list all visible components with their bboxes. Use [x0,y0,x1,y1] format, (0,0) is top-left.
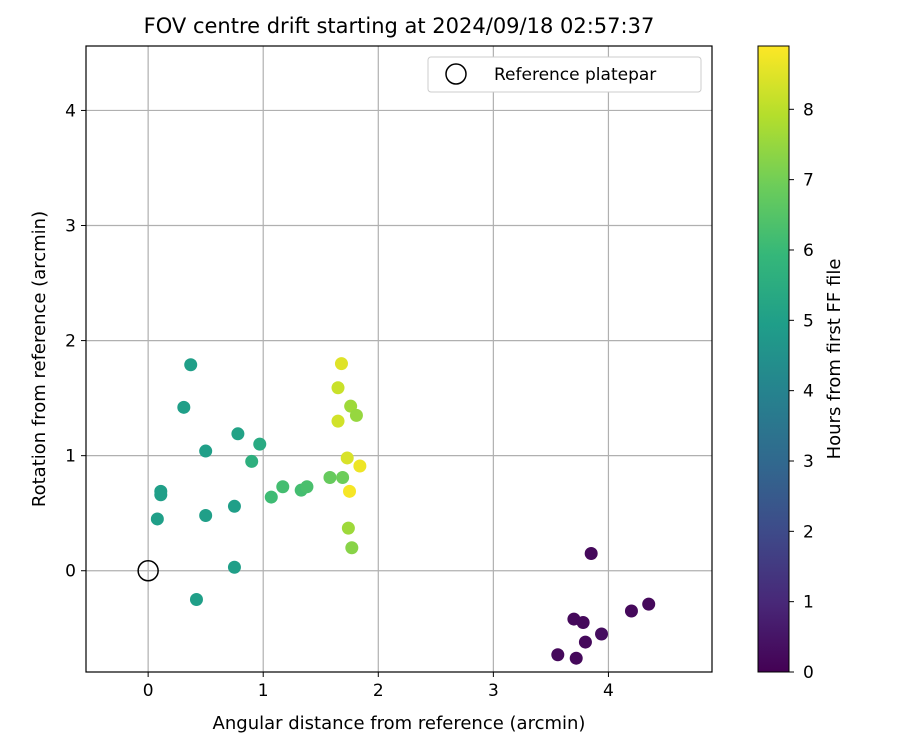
data-point [264,490,278,504]
colorbar-tick-label: 3 [803,452,814,472]
data-point [624,604,638,618]
data-point [576,616,590,630]
colorbar-title: Hours from first FF file [824,259,845,460]
data-point [253,437,267,451]
data-points [137,357,656,665]
colorbar-tick-label: 6 [803,241,814,261]
legend-box [427,56,702,93]
data-point [184,358,198,372]
data-point [340,451,354,465]
data-point [341,521,355,535]
data-point [323,471,337,485]
data-point [331,414,345,428]
colorbar-tick-label: 2 [803,522,814,542]
data-point [276,480,290,494]
data-point [177,400,191,414]
y-tick-label: 1 [65,447,76,467]
x-tick-label: 4 [603,681,614,701]
data-point [245,454,259,468]
data-point [584,546,598,560]
data-point [227,499,241,513]
data-point [227,560,241,574]
reference-point [137,559,159,582]
data-point [345,541,359,555]
colorbar-tick-label: 0 [803,663,814,683]
y-tick-label: 3 [65,217,76,237]
data-point [150,512,164,526]
data-point [331,381,345,395]
data-point [300,480,314,494]
legend: Reference platepar [427,56,702,93]
plot-frame [85,45,713,673]
colorbar-tick-label: 4 [803,382,814,402]
x-tick-label: 2 [373,681,384,701]
data-point [199,444,213,458]
x-tick-label: 0 [143,681,154,701]
data-point [199,509,213,522]
colorbar-tick-label: 1 [803,593,814,613]
data-point [595,627,609,641]
colorbar-tick-label: 5 [803,311,814,331]
data-point [154,488,168,502]
colorbar-tick-label: 8 [803,100,814,120]
x-tick-label: 3 [488,681,499,701]
data-point [349,408,363,422]
y-tick-label: 2 [65,332,76,352]
data-point [336,471,350,485]
y-axis-title: Rotation from reference (arcmin) [29,211,50,507]
colorbar [757,45,790,673]
data-point [231,427,245,441]
plot-grid [86,46,712,672]
data-point [353,459,367,473]
data-point [343,484,357,498]
legend-label: Reference platepar [494,65,656,85]
y-tick-label: 0 [65,562,76,582]
colorbar-tick-label: 7 [803,171,814,191]
y-axis: 0 1 2 3 4 [65,101,86,582]
x-axis-title: Angular distance from reference (arcmin) [213,713,586,734]
y-tick-label: 4 [65,101,76,121]
data-point [334,357,348,371]
legend-marker [445,63,467,85]
data-point [569,651,583,665]
chart-title: FOV centre drift starting at 2024/09/18 … [144,14,655,38]
data-point [189,593,203,607]
data-point [551,648,565,662]
data-point [642,597,656,611]
colorbar-axis: 0 1 2 3 4 5 6 7 8 [789,100,814,683]
x-axis: 0 1 2 3 4 [143,672,614,701]
x-tick-label: 1 [258,681,269,701]
data-point [578,635,592,649]
